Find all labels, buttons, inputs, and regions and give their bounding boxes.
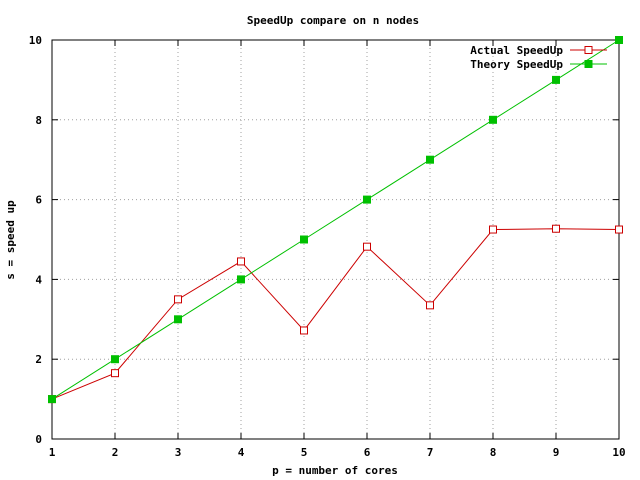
axis-ticks: 1 2 3 4 5 6 7 8 9 10 0 2 4 6 8 10 xyxy=(29,34,626,459)
theory-speedup-point xyxy=(111,355,119,364)
plot-frame xyxy=(51,39,620,440)
x-tick-label: 7 xyxy=(427,446,434,459)
y-axis-label: s = speed up xyxy=(4,200,17,280)
actual-speedup-point xyxy=(300,326,308,335)
legend-label-theory-speedup: Theory SpeedUp xyxy=(470,58,563,71)
actual-speedup-line xyxy=(51,228,620,400)
grid xyxy=(52,40,619,439)
chart-title: SpeedUp compare on n nodes xyxy=(247,14,419,27)
y-tick-label: 2 xyxy=(35,353,42,366)
x-tick-label: 4 xyxy=(238,446,245,459)
legend-marker-actual-speedup xyxy=(584,46,593,54)
actual-speedup-point xyxy=(615,225,623,234)
theory-speedup-point xyxy=(426,155,434,164)
x-tick-label: 5 xyxy=(301,446,308,459)
theory-speedup-point xyxy=(48,395,56,404)
x-tick-label: 10 xyxy=(612,446,625,459)
theory-speedup-line xyxy=(51,39,620,400)
actual-speedup-point xyxy=(363,242,371,251)
x-tick-label: 8 xyxy=(490,446,497,459)
theory-speedup-point xyxy=(489,115,497,124)
series-group xyxy=(48,36,623,404)
theory-speedup-point xyxy=(552,75,560,84)
y-tick-label: 6 xyxy=(35,194,42,207)
x-axis-label: p = number of cores xyxy=(272,464,398,477)
theory-speedup-point xyxy=(174,315,182,324)
legend-label-actual-speedup: Actual SpeedUp xyxy=(470,44,563,57)
x-tick-label: 3 xyxy=(175,446,182,459)
y-tick-label: 10 xyxy=(29,34,42,47)
x-tick-label: 1 xyxy=(49,446,56,459)
x-tick-label: 6 xyxy=(364,446,371,459)
actual-speedup-point xyxy=(111,369,119,378)
y-tick-label: 8 xyxy=(35,114,42,127)
actual-speedup-point xyxy=(174,295,182,304)
theory-speedup-point xyxy=(300,235,308,244)
legend-marker-theory-speedup xyxy=(584,60,593,68)
theory-speedup-point xyxy=(237,275,245,284)
actual-speedup-point xyxy=(489,225,497,234)
actual-speedup-point xyxy=(237,257,245,266)
y-tick-label: 4 xyxy=(35,273,42,286)
theory-speedup-point xyxy=(615,36,623,44)
actual-speedup-point xyxy=(426,301,434,310)
actual-speedup-point xyxy=(552,224,560,233)
theory-speedup-point xyxy=(363,195,371,204)
x-tick-label: 2 xyxy=(112,446,119,459)
y-tick-label: 0 xyxy=(35,433,42,446)
x-tick-label: 9 xyxy=(553,446,560,459)
